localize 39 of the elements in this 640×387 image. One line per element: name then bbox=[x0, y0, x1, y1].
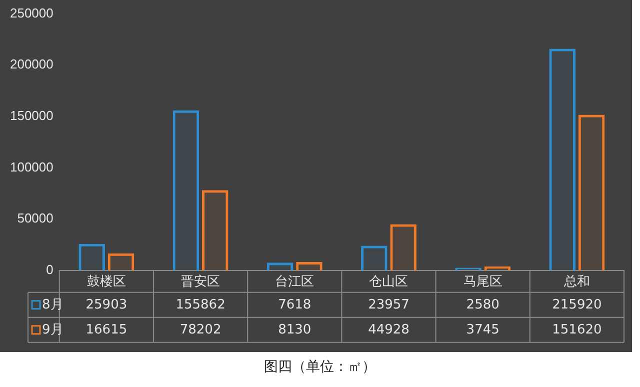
data-label: 8130 bbox=[278, 322, 312, 338]
data-label: 7618 bbox=[278, 297, 312, 312]
y-tick-label: 0 bbox=[46, 262, 54, 277]
data-label: 44928 bbox=[368, 322, 410, 338]
bar bbox=[578, 114, 605, 270]
y-tick-label: 250000 bbox=[10, 5, 54, 20]
data-label: 16615 bbox=[86, 322, 128, 338]
x-tick-label: 总和 bbox=[562, 274, 590, 290]
bar bbox=[266, 262, 294, 270]
data-label: 2580 bbox=[466, 297, 500, 312]
bar bbox=[202, 190, 228, 270]
y-tick-label: 200000 bbox=[10, 56, 54, 72]
bar bbox=[78, 244, 105, 270]
bar bbox=[390, 224, 416, 270]
data-label: 25903 bbox=[86, 297, 128, 312]
x-tick-label: 仓山区 bbox=[369, 274, 408, 290]
y-tick-label: 50000 bbox=[17, 210, 54, 226]
x-tick-label: 晋安区 bbox=[181, 274, 220, 290]
bar bbox=[484, 266, 511, 270]
y-tick-label: 150000 bbox=[10, 108, 54, 124]
data-label: 23957 bbox=[368, 297, 410, 312]
x-tick-label: 鼓楼区 bbox=[86, 274, 126, 290]
bar bbox=[296, 262, 322, 270]
bar bbox=[455, 268, 482, 270]
data-label: 78202 bbox=[180, 322, 222, 338]
data-label: 151620 bbox=[552, 322, 602, 338]
bar bbox=[361, 246, 388, 270]
y-tick-label: 100000 bbox=[10, 159, 54, 174]
legend-label: 9月 bbox=[42, 322, 64, 338]
bar bbox=[172, 110, 200, 270]
text: 图四（单位：㎡） bbox=[263, 358, 377, 376]
data-label: 3745 bbox=[466, 322, 500, 338]
bar bbox=[549, 48, 576, 270]
bar bbox=[108, 253, 134, 270]
legend-label: 8月 bbox=[42, 297, 64, 312]
x-tick-label: 台江区 bbox=[275, 274, 314, 290]
data-label: 215920 bbox=[552, 297, 602, 312]
x-tick-label: 马尾区 bbox=[463, 274, 502, 290]
data-label: 155862 bbox=[176, 297, 226, 312]
